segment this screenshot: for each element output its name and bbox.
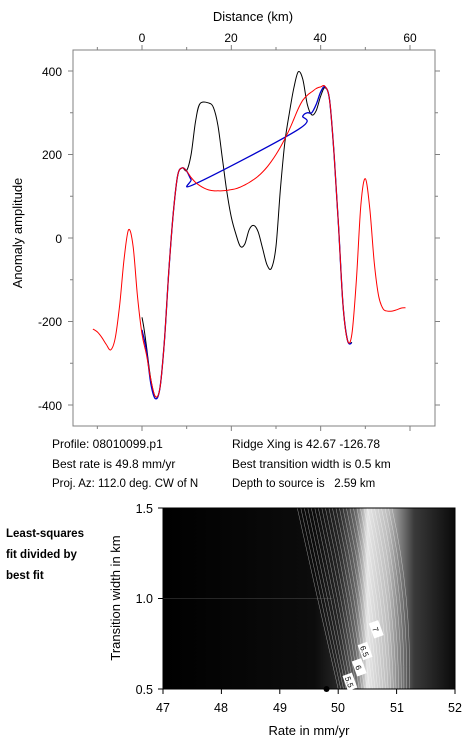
contour-line bbox=[300, 507, 342, 690]
contour-line bbox=[297, 507, 339, 690]
bottom-x-tick-label: 51 bbox=[390, 701, 404, 715]
bottom-y-tick-label: 1.0 bbox=[136, 592, 153, 606]
top-tick-labels: 0 20 40 60 400 200 0 -200 -400 bbox=[38, 31, 417, 413]
contour-label: 6 bbox=[351, 658, 367, 677]
top-x-tick-label: 20 bbox=[224, 31, 238, 45]
top-x-axis-label: Distance (km) bbox=[213, 9, 293, 24]
model-red-line bbox=[92, 84, 406, 398]
top-plot-frame bbox=[72, 49, 436, 427]
proj-az-text: Proj. Az: 112.0 deg. CW of N bbox=[52, 478, 199, 490]
contour-labels: 7 6.5 6 5.5 bbox=[342, 620, 384, 692]
depth-text: Depth to source is 2.59 km bbox=[232, 478, 376, 490]
contour-line bbox=[314, 507, 352, 690]
contour-label-box bbox=[368, 620, 384, 639]
contour-line bbox=[339, 507, 370, 690]
contour-line bbox=[349, 507, 378, 690]
contour-line bbox=[370, 507, 394, 690]
contour-line bbox=[311, 507, 349, 690]
best-width-text: Best transition width is 0.5 km bbox=[232, 457, 391, 471]
model-blue-line bbox=[141, 85, 353, 400]
profile-text: Profile: 08010099.p1 bbox=[52, 437, 163, 451]
contour-label: 7 bbox=[368, 620, 384, 639]
contour-line bbox=[353, 507, 381, 690]
contour-label-text: 6.5 bbox=[358, 645, 370, 659]
top-y-axis-label: Anomaly amplitude bbox=[10, 178, 25, 289]
top-ticks bbox=[68, 45, 440, 431]
top-y-tick-label: 0 bbox=[55, 232, 62, 246]
bottom-y-axis-label: Transition width in km bbox=[108, 535, 123, 660]
bottom-x-tick-label: 50 bbox=[331, 701, 345, 715]
top-x-tick-label: 0 bbox=[139, 31, 146, 45]
top-y-tick-label: 200 bbox=[42, 148, 62, 162]
contour-line bbox=[360, 507, 386, 690]
contour-label-text: 6 bbox=[353, 664, 363, 672]
side-note-line: fit divided by bbox=[6, 549, 77, 561]
contour-line bbox=[384, 507, 405, 690]
contour-line bbox=[342, 507, 373, 690]
bottom-x-tick-label: 48 bbox=[214, 701, 228, 715]
contour-line bbox=[304, 507, 344, 690]
bottom-y-tick-label: 1.5 bbox=[136, 502, 153, 516]
contour-line bbox=[356, 507, 384, 690]
top-x-tick-label: 40 bbox=[313, 31, 327, 45]
contour-line bbox=[377, 507, 399, 690]
contour-line bbox=[318, 507, 355, 690]
side-note-line: Least-squares bbox=[6, 528, 84, 540]
best-rate-text: Best rate is 49.8 mm/yr bbox=[52, 457, 176, 471]
contour-label-box bbox=[351, 658, 367, 677]
contour-line bbox=[346, 507, 376, 690]
top-series-group bbox=[92, 70, 406, 400]
bottom-x-axis-label: Rate in mm/yr bbox=[269, 723, 351, 738]
contour-label-box bbox=[342, 672, 358, 692]
contour-line bbox=[307, 507, 347, 690]
contour-line bbox=[367, 507, 392, 690]
side-note: Least-squares fit divided by best fit bbox=[6, 524, 106, 587]
top-y-tick-label: -400 bbox=[38, 399, 62, 413]
contour-line bbox=[391, 507, 410, 690]
side-note-line: best fit bbox=[6, 570, 44, 582]
contour-line bbox=[388, 507, 407, 690]
top-y-tick-label: -200 bbox=[38, 315, 62, 329]
contour-line bbox=[381, 507, 402, 690]
contour-label-text: 5.5 bbox=[343, 675, 355, 689]
ridge-xing-text: Ridge Xing is 42.67 -126.78 bbox=[232, 437, 381, 451]
contour-line bbox=[363, 507, 389, 690]
bottom-x-tick-label: 52 bbox=[448, 701, 462, 715]
bottom-y-tick-label: 0.5 bbox=[136, 683, 153, 697]
top-y-tick-label: 400 bbox=[42, 65, 62, 79]
observed-profile-line bbox=[141, 70, 353, 398]
top-x-tick-label: 60 bbox=[403, 31, 417, 45]
contour-line bbox=[374, 507, 397, 690]
contour-line bbox=[321, 507, 357, 690]
contour-label: 5.5 bbox=[342, 672, 358, 692]
contour-label: 6.5 bbox=[357, 641, 373, 661]
contour-label-text: 7 bbox=[370, 626, 380, 634]
bottom-x-tick-label: 49 bbox=[273, 701, 287, 715]
bottom-ticks bbox=[158, 507, 456, 694]
bottom-x-tick-label: 47 bbox=[156, 701, 170, 715]
contour-label-box bbox=[357, 641, 373, 661]
best-fit-marker bbox=[323, 686, 330, 692]
